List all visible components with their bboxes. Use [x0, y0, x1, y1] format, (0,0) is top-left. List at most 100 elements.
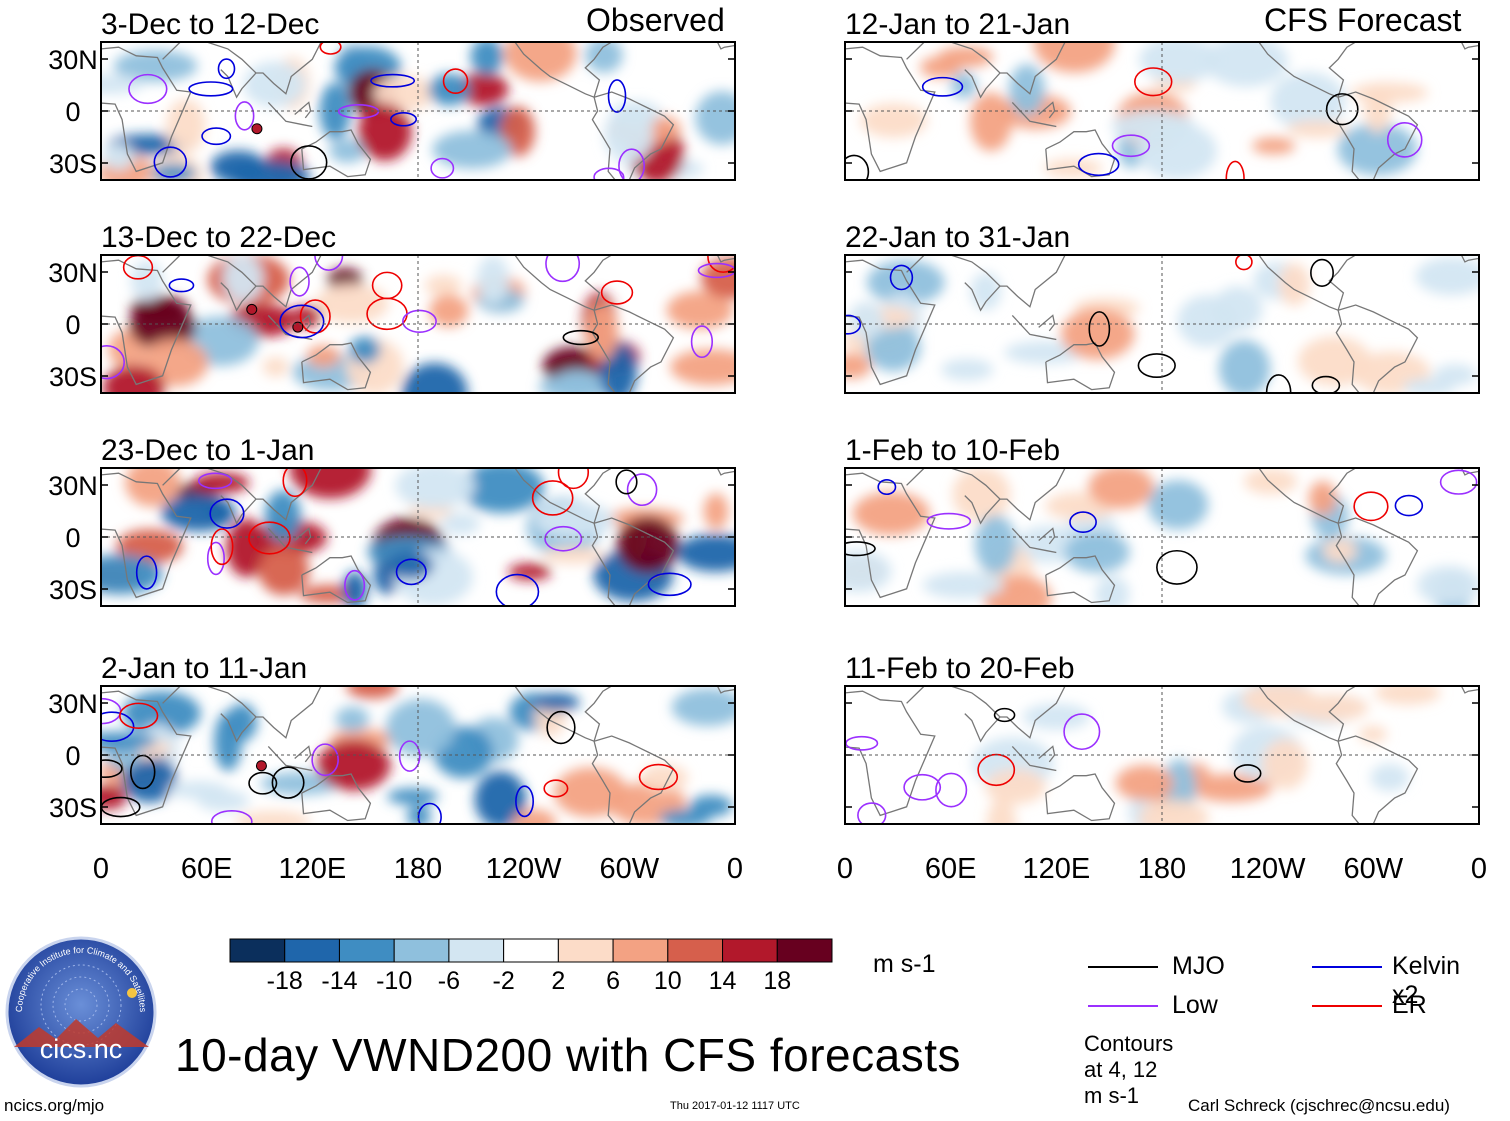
legend-label-kelvin: Kelvin x2 — [1392, 952, 1461, 1009]
colorbar-swatch — [448, 938, 505, 963]
wave-contours — [101, 697, 679, 824]
footer-author: Carl Schreck (cjschrec@ncsu.edu) — [1188, 1096, 1450, 1115]
vwnd-field — [845, 257, 1479, 393]
x-axis-observed: 0 60E 120E 180 120W 60W 0 — [93, 853, 743, 885]
x-tick-label: 60W — [1344, 853, 1404, 885]
x-tick-label: 60E — [925, 853, 977, 885]
colorbar-tick-label: -2 — [493, 967, 515, 995]
coastlines — [101, 468, 735, 606]
colorbar-swatch — [667, 938, 724, 963]
colorbar-swatch — [284, 938, 340, 963]
x-tick-label: 0 — [93, 853, 109, 885]
cyclone-marker — [246, 303, 258, 315]
legend-line-er — [1312, 1005, 1382, 1007]
colorbar-tick-label: -14 — [321, 967, 357, 995]
x-tick-label: 0 — [727, 853, 743, 885]
colorbar-tick-label: 14 — [709, 967, 737, 995]
panel-forecast-3: 1-Feb to 10-Feb — [844, 434, 1480, 607]
coastlines — [101, 686, 735, 824]
wave-contours — [101, 255, 735, 380]
y-tick-30n: 30N — [48, 45, 98, 75]
panel-date-label: 13-Dec to 22-Dec — [101, 221, 336, 254]
x-axis-forecast: 0 60E 120E 180 120W 60W 0 — [837, 853, 1487, 885]
vwnd-field — [102, 255, 735, 393]
colorbar: -18 -14 -10 -6 -2 2 6 10 14 18 — [229, 938, 833, 995]
panel-observed-2: 30N 0 30S 13-Dec to 22-Dec — [48, 221, 736, 394]
footer-timestamp: Thu 2017-01-12 1117 UTC — [670, 1100, 800, 1112]
x-tick-label: 120W — [1230, 853, 1306, 885]
wave-contours — [845, 469, 1478, 585]
figure-title: 10-day VWND200 with CFS forecasts — [175, 1029, 961, 1081]
coastlines — [101, 255, 735, 393]
colorbar-tick-label: -10 — [376, 967, 412, 995]
cyclone-marker — [255, 760, 267, 772]
coastlines — [845, 468, 1479, 606]
x-tick-label: 120E — [278, 853, 346, 885]
footer-url: ncics.org/mjo — [4, 1096, 105, 1115]
panel-observed-4: 30N 0 30S 2-Jan to 11-Jan — [48, 652, 736, 825]
colorbar-tick-label: 10 — [654, 967, 682, 995]
y-tick-30n: 30N — [48, 689, 98, 719]
vwnd-field — [972, 686, 1441, 824]
cics-logo: cics.nc Cooperative Institute for Climat… — [4, 935, 159, 1090]
legend-line-mjo — [1088, 966, 1158, 968]
y-tick-0: 0 — [65, 523, 80, 553]
vwnd-field — [860, 42, 1429, 180]
colorbar-tick-label: -6 — [438, 967, 460, 995]
colorbar-swatch — [612, 938, 669, 963]
logo-text: cics.nc — [40, 1034, 123, 1064]
y-tick-0: 0 — [65, 97, 80, 127]
panel-date-label: 22-Jan to 31-Jan — [845, 221, 1070, 254]
y-tick-30s: 30S — [49, 793, 97, 823]
colorbar-tick-label: 2 — [551, 967, 565, 995]
panel-date-label: 11-Feb to 20-Feb — [845, 652, 1075, 685]
coastlines — [845, 686, 1479, 824]
panel-observed-3: 30N 0 30S 23-Dec to 1-Jan — [48, 434, 736, 607]
x-tick-label: 120E — [1022, 853, 1090, 885]
y-tick-30n: 30N — [48, 471, 98, 501]
x-tick-label: 180 — [394, 853, 442, 885]
y-tick-30s: 30S — [49, 149, 97, 179]
panel-date-label: 1-Feb to 10-Feb — [845, 434, 1060, 467]
y-tick-0: 0 — [65, 310, 80, 340]
column-header-observed: Observed — [586, 2, 725, 38]
colorbar-tick-label: -18 — [267, 967, 303, 995]
x-tick-label: 0 — [837, 853, 853, 885]
colorbar-swatch — [722, 938, 778, 963]
x-tick-label: 60E — [181, 853, 233, 885]
cyclone-marker — [251, 123, 263, 135]
panel-forecast-1: 12-Jan to 21-Jan — [844, 8, 1480, 181]
panel-observed-1: 30N 0 30S 3-Dec to 12-Dec — [48, 8, 736, 181]
y-tick-30s: 30S — [49, 362, 97, 392]
vwnd-field — [101, 468, 735, 606]
panel-forecast-4: 11-Feb to 20-Feb — [844, 652, 1480, 825]
y-tick-30n: 30N — [48, 258, 98, 288]
wave-contours — [135, 468, 692, 606]
panel-date-label: 12-Jan to 21-Jan — [845, 8, 1070, 41]
x-tick-label: 60W — [600, 853, 660, 885]
x-tick-label: 180 — [1138, 853, 1186, 885]
coastlines — [845, 42, 1479, 180]
legend-note: Contours at 4, 12 m s-1 — [1084, 1031, 1174, 1108]
legend-label-low: Low — [1172, 991, 1218, 1019]
colorbar-tick-label: 18 — [763, 967, 791, 995]
colorbar-swatch — [229, 938, 286, 963]
colorbar-swatch — [503, 938, 559, 963]
legend-line-kelvin — [1312, 966, 1382, 968]
x-tick-label: 120W — [486, 853, 562, 885]
colorbar-swatch — [393, 938, 450, 963]
colorbar-units: m s-1 — [873, 950, 936, 978]
coastlines — [845, 255, 1479, 393]
colorbar-tick-label: 6 — [606, 967, 620, 995]
y-tick-30s: 30S — [49, 575, 97, 605]
legend-line-low — [1088, 1005, 1158, 1007]
cyclone-marker — [292, 321, 304, 333]
colorbar-swatch — [557, 938, 614, 963]
column-header-forecast: CFS Forecast — [1264, 2, 1462, 38]
colorbar-swatch — [776, 938, 833, 963]
y-tick-0: 0 — [65, 741, 80, 771]
legend-label-er: ER — [1392, 991, 1427, 1019]
x-tick-label: 0 — [1471, 853, 1487, 885]
legend-label-mjo: MJO — [1172, 952, 1225, 980]
